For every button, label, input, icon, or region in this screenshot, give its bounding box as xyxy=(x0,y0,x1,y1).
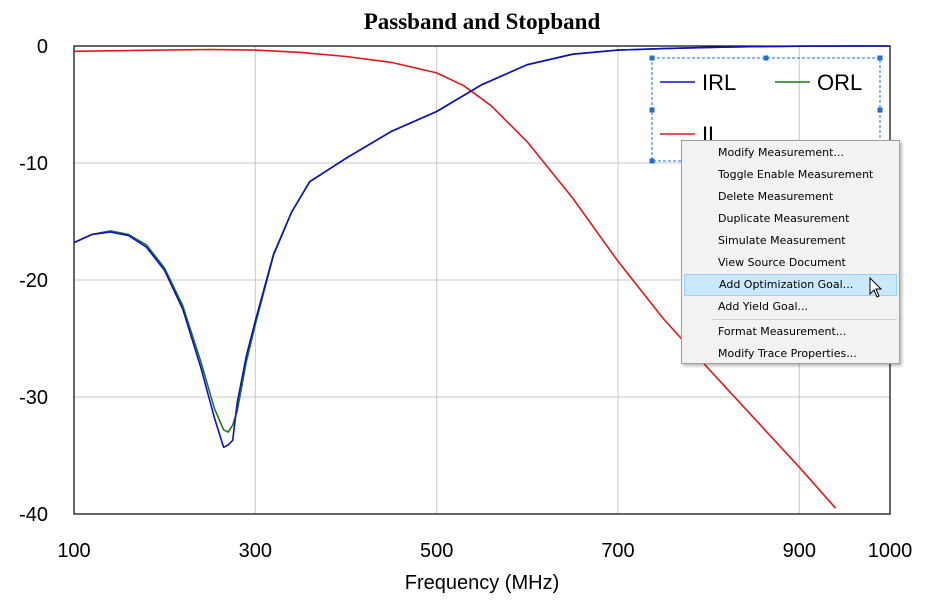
legend-entry-irl[interactable]: IRL xyxy=(660,70,736,95)
menu-item-modify-measurement[interactable]: Modify Measurement... xyxy=(718,146,844,159)
legend-handle[interactable] xyxy=(877,55,883,61)
legend-entry-orl[interactable]: ORL xyxy=(775,70,862,95)
series-line-il[interactable] xyxy=(73,48,837,509)
y-tick-label: -10 xyxy=(19,153,48,175)
series-layer xyxy=(73,45,891,509)
y-tick-label: 0 xyxy=(37,36,48,58)
arrow-pointer-icon xyxy=(869,277,883,298)
x-tick-label: 300 xyxy=(239,540,272,562)
tick-labels: 100 300 500 700 900 1000 0 -10 -20 -30 -40 xyxy=(19,36,912,562)
y-tick-label: -30 xyxy=(19,387,48,409)
x-tick-label: 500 xyxy=(420,540,453,562)
x-tick-label: 900 xyxy=(783,540,816,562)
legend-handle[interactable] xyxy=(877,107,883,113)
legend-handle[interactable] xyxy=(649,55,655,61)
menu-item-view-source-document[interactable]: View Source Document xyxy=(718,256,846,269)
legend-label-orl: ORL xyxy=(817,70,862,95)
legend-label-irl: IRL xyxy=(702,70,736,95)
menu-separator xyxy=(712,319,897,320)
legend-handle[interactable] xyxy=(649,158,655,164)
chart-title: Passband and Stopband xyxy=(364,9,601,34)
x-axis-label: Frequency (MHz) xyxy=(405,572,559,594)
x-tick-label: 1000 xyxy=(868,540,913,562)
menu-item-format-measurement[interactable]: Format Measurement... xyxy=(718,325,847,338)
y-tick-label: -20 xyxy=(19,270,48,292)
x-tick-label: 100 xyxy=(57,540,90,562)
menu-item-simulate-measurement[interactable]: Simulate Measurement xyxy=(718,234,846,247)
legend-handle[interactable] xyxy=(763,55,769,61)
menu-item-add-yield-goal[interactable]: Add Yield Goal... xyxy=(718,300,809,313)
menu-item-delete-measurement[interactable]: Delete Measurement xyxy=(718,190,834,203)
series-line-irl[interactable] xyxy=(73,45,891,449)
menu-item-modify-trace-properties[interactable]: Modify Trace Properties... xyxy=(718,347,857,360)
legend-handle[interactable] xyxy=(649,107,655,113)
x-tick-label: 700 xyxy=(601,540,634,562)
menu-item-toggle-enable-measurement[interactable]: Toggle Enable Measurement xyxy=(718,168,874,181)
y-tick-label: -40 xyxy=(19,504,48,526)
menu-item-add-optimization-goal[interactable]: Add Optimization Goal... xyxy=(684,274,897,296)
menu-item-duplicate-measurement[interactable]: Duplicate Measurement xyxy=(718,212,850,225)
context-menu: Modify Measurement... Toggle Enable Meas… xyxy=(681,140,900,364)
